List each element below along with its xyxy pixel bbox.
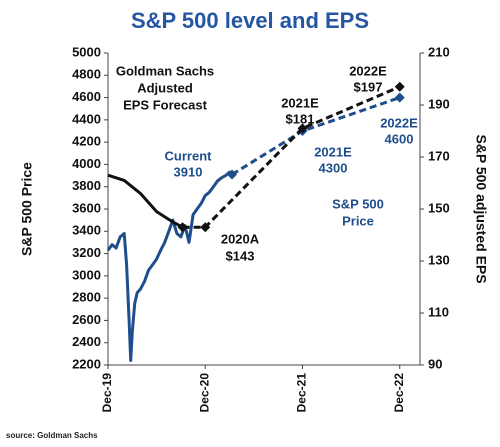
series-line	[106, 170, 234, 362]
y2-tick-label: 130	[428, 252, 450, 267]
series-line	[182, 85, 401, 229]
data-label: 4600	[385, 131, 414, 146]
y-tick-label: 4200	[72, 134, 101, 149]
marker	[226, 169, 237, 180]
y-tick-label: 2600	[72, 312, 101, 327]
annotation: 2020A	[221, 231, 260, 246]
y-tick-label: 4000	[72, 156, 101, 171]
y2-tick-label: 190	[428, 96, 450, 111]
y-tick-label: 5000	[72, 44, 101, 59]
y-tick-label: 3400	[72, 223, 101, 238]
marker	[394, 92, 405, 103]
y2-tick-label: 110	[428, 304, 449, 319]
y-tick-label: 4400	[72, 111, 101, 126]
annotation: 2022E	[349, 63, 387, 78]
marker	[394, 81, 405, 92]
y-tick-label: 3000	[72, 267, 101, 282]
marker	[177, 222, 188, 233]
y2-tick-label: 210	[428, 44, 450, 59]
annotation: Current	[165, 148, 213, 163]
data-label: $143	[226, 248, 255, 263]
x-tick-label: Dec-21	[295, 373, 309, 413]
chart-title: S&P 500 level and EPS	[131, 8, 369, 33]
marker	[297, 123, 308, 134]
marker	[200, 222, 211, 233]
y-tick-label: 2200	[72, 356, 101, 371]
y-axis-label: S&P 500 Price	[19, 162, 35, 256]
y-tick-label: 3800	[72, 178, 101, 193]
y2-tick-label: 170	[428, 148, 450, 163]
annotation: Adjusted	[137, 80, 193, 95]
annotation: 2022E	[380, 115, 418, 130]
y-tick-label: 2400	[72, 334, 101, 349]
y2-axis-label: S&P 500 adjusted EPS	[473, 134, 489, 283]
x-tick-label: Dec-20	[197, 373, 211, 413]
x-tick-label: Dec-22	[392, 373, 406, 413]
annotation: S&P 500	[332, 196, 384, 211]
y-tick-label: 4600	[72, 89, 101, 104]
data-label: $197	[354, 79, 383, 94]
x-tick-label: Dec-19	[100, 373, 114, 413]
data-label: $181	[286, 111, 315, 126]
data-label: 4300	[319, 160, 348, 175]
series-line	[107, 173, 184, 229]
y-tick-label: 2800	[72, 290, 101, 305]
y2-tick-label: 90	[428, 356, 442, 371]
source: source: Goldman Sachs	[6, 431, 98, 440]
annotation: 2021E	[281, 95, 319, 110]
annotation: 2021E	[314, 144, 352, 159]
annotation: EPS Forecast	[123, 97, 207, 112]
y-tick-label: 3200	[72, 245, 101, 260]
data-label: 3910	[174, 164, 203, 179]
y-tick-label: 3600	[72, 200, 101, 215]
annotation: Price	[342, 213, 374, 228]
y-tick-label: 4800	[72, 67, 101, 82]
annotation: Goldman Sachs	[116, 63, 214, 78]
y2-tick-label: 150	[428, 200, 450, 215]
